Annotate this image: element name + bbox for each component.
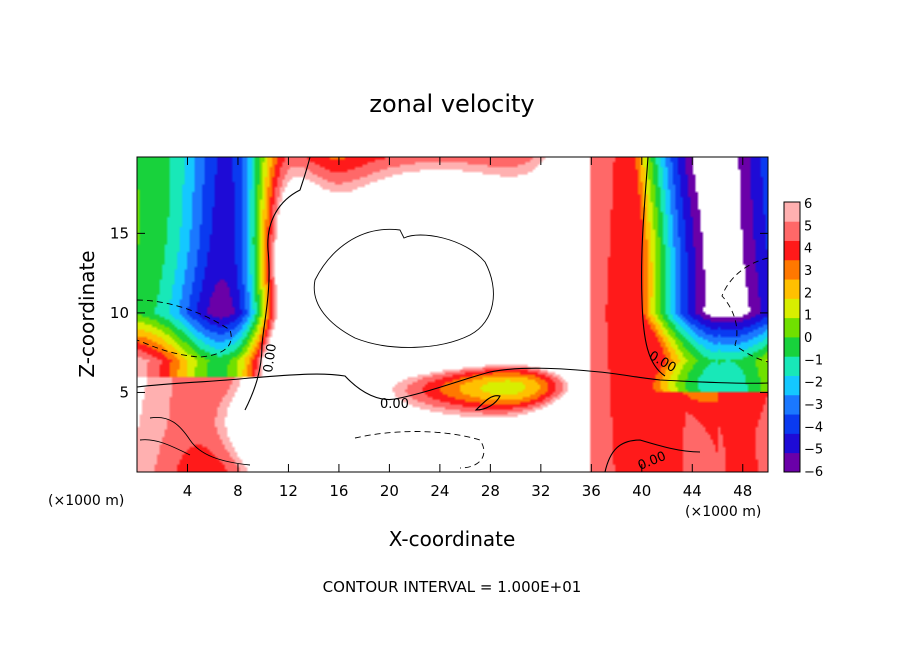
x-tick-label: 20 [380,482,399,500]
contour-interval-note: CONTOUR INTERVAL = 1.000E+01 [323,578,582,596]
y-axis: 5 10 15 [110,224,768,401]
x-tick-label: 4 [183,482,193,500]
x-unit-label-left: (×1000 m) [48,493,124,509]
x-tick-label: 16 [329,482,348,500]
colorbar-label: 2 [804,286,812,301]
colorbar-swatch [784,394,800,415]
colorbar-label: −2 [804,376,823,391]
colorbar-swatch [784,221,800,241]
x-tick-label: 12 [279,482,298,500]
colorbar: 6 5 4 3 2 1 0 −1 −2 −3 −4 −5 −6 [783,197,823,480]
colorbar-swatch [784,452,800,473]
colorbar-swatch [784,259,800,280]
colorbar-frame [783,201,801,473]
colorbar-label: 6 [804,197,812,212]
negative-contour-right [721,257,768,363]
colorbar-label: −3 [804,398,823,413]
zero-contour-left-column [244,157,311,411]
colorbar-label: 4 [804,242,812,257]
velocity-field [137,157,768,472]
x-tick-label: 36 [582,482,601,500]
x-tick-label: 44 [683,482,702,500]
zero-contour-bottom-left [149,417,251,466]
colorbar-label: −6 [804,465,823,480]
colorbar-label: 3 [804,264,812,279]
colorbar-label: 5 [804,219,812,234]
colorbar-swatch [784,298,800,319]
colorbar-swatch [784,202,800,222]
x-tick-label: 40 [632,482,651,500]
zero-contour-center-loop [313,228,494,348]
colorbar-swatch [784,240,800,261]
x-unit-label-right: (×1000 m) [685,504,761,520]
colorbar-label: −5 [804,443,823,458]
x-tick-label: 24 [430,482,449,500]
colorbar-label: −1 [804,353,823,368]
y-tick-label: 5 [119,383,129,401]
x-tick-label: 8 [233,482,243,500]
plot-frame [136,156,769,473]
y-tick-label: 15 [110,224,129,242]
colorbar-swatch [784,356,800,376]
colorbar-swatch [784,279,800,299]
y-axis-label: Z-coordinate [75,250,99,377]
colorbar-swatch [784,317,800,338]
colorbar-label: 0 [804,331,812,346]
y-tick-label: 10 [110,304,129,322]
zero-contour-upper [137,367,768,401]
plot-area: 0.00 0.00 0.00 0.00 [136,156,769,474]
zero-contour-mid-lens [474,395,501,411]
x-tick-label: 48 [733,482,752,500]
colorbar-swatch [784,337,800,357]
contour-label: 0.00 [261,343,280,374]
x-tick-label: 28 [481,482,500,500]
contour-label: 0.00 [380,397,409,412]
x-tick-label: 32 [531,482,550,500]
chart-title: zonal velocity [369,90,534,118]
zero-contour-bottom-left-2 [139,439,191,456]
colorbar-swatch [784,433,800,454]
negative-contour-left [137,299,232,358]
contour-lines [137,157,768,472]
x-axis-label: X-coordinate [389,527,516,551]
zero-contour-lower-right [604,439,701,472]
colorbar-swatch [784,375,800,396]
colorbar-label: −4 [804,420,823,435]
negative-contour-bottom [354,431,485,469]
x-axis: 4 8 12 16 20 24 28 32 36 40 44 48 [183,157,752,500]
colorbar-swatch [784,414,800,434]
zero-contour-right-column [640,157,666,377]
colorbar-label: 1 [804,309,812,324]
